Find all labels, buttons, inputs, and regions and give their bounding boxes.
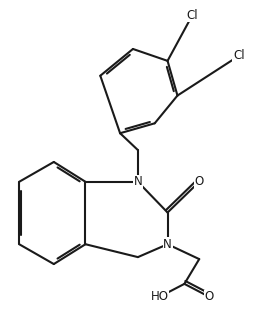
Text: HO: HO [151,290,169,303]
Text: N: N [163,238,172,251]
Text: Cl: Cl [186,9,198,22]
Text: Cl: Cl [233,49,244,62]
Text: O: O [195,175,204,188]
Text: O: O [205,290,214,303]
Text: N: N [134,175,142,188]
